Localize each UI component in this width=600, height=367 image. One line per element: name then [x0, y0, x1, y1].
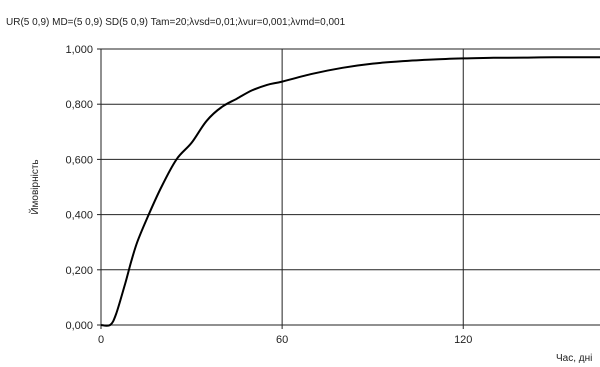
- y-tick-label-5: 1,000: [65, 44, 93, 56]
- plot-area: [97, 48, 600, 329]
- x-tick-label-0: 0: [98, 334, 104, 346]
- y-tick-label-2: 0,400: [65, 210, 93, 222]
- probability-series-line-0: [100, 56, 600, 327]
- plot-background: [101, 49, 600, 325]
- y-tick-label-1: 0,200: [65, 265, 93, 277]
- grid-lines: [101, 48, 600, 325]
- y-tick-label-4: 0,800: [65, 99, 93, 111]
- x-axis-title: Час, дні: [556, 353, 592, 364]
- series-layer: [100, 56, 600, 327]
- axes: [97, 48, 600, 329]
- y-axis-title: Ймовірність: [28, 159, 41, 214]
- x-tick-label-2: 120: [454, 334, 472, 346]
- y-tick-label-3: 0,600: [65, 154, 93, 166]
- chart-title: UR(5 0,9) MD=(5 0,9) SD(5 0,9) Tam=20;λv…: [6, 17, 346, 28]
- x-tick-label-1: 60: [276, 334, 288, 346]
- tick-labels: 0,000 0,200 0,400 0,600 0,800 1,000 0 60 120: [65, 44, 472, 346]
- y-tick-label-0: 0,000: [65, 320, 93, 332]
